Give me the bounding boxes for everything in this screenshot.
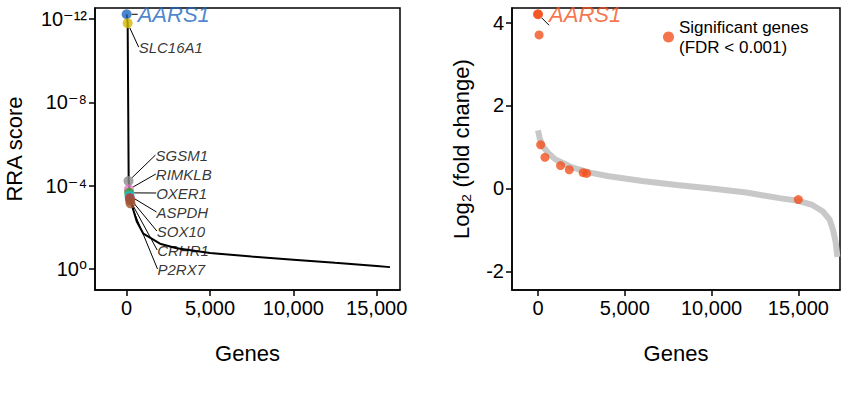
svg-text:OXER1: OXER1 <box>156 185 207 202</box>
svg-text:RRA score: RRA score <box>2 96 27 201</box>
svg-text:Genes: Genes <box>644 341 709 366</box>
svg-text:AARS1: AARS1 <box>136 2 210 27</box>
svg-text:10,000: 10,000 <box>263 297 324 319</box>
svg-text:CRHR1: CRHR1 <box>157 242 209 259</box>
svg-text:P2RX7: P2RX7 <box>158 261 206 278</box>
svg-text:15,000: 15,000 <box>346 297 407 319</box>
svg-text:Genes: Genes <box>215 341 280 366</box>
svg-text:Significant genes: Significant genes <box>679 18 813 37</box>
svg-text:5,000: 5,000 <box>600 297 650 319</box>
svg-text:AARS1: AARS1 <box>547 2 621 27</box>
svg-text:SLC16A1: SLC16A1 <box>139 39 203 56</box>
svg-text:SGSM1: SGSM1 <box>156 147 209 164</box>
svg-text:Log₂ (fold change): Log₂ (fold change) <box>449 59 474 239</box>
svg-text:0: 0 <box>493 177 504 199</box>
svg-text:ASPDH: ASPDH <box>156 204 209 221</box>
svg-text:10⁻⁸: 10⁻⁸ <box>46 91 87 113</box>
svg-text:15,000: 15,000 <box>768 297 829 319</box>
svg-text:5,000: 5,000 <box>185 297 235 319</box>
svg-text:RIMKLB: RIMKLB <box>156 166 212 183</box>
svg-text:0: 0 <box>532 297 543 319</box>
svg-text:(FDR < 0.001): (FDR < 0.001) <box>679 38 787 57</box>
svg-text:2: 2 <box>493 94 504 116</box>
svg-text:10⁻¹²: 10⁻¹² <box>41 8 87 30</box>
svg-text:10⁻⁴: 10⁻⁴ <box>46 175 87 197</box>
svg-text:SOX10: SOX10 <box>157 223 206 240</box>
svg-text:10,000: 10,000 <box>681 297 742 319</box>
svg-text:0: 0 <box>121 297 132 319</box>
svg-text:10⁰: 10⁰ <box>57 258 87 280</box>
svg-text:-2: -2 <box>486 260 504 282</box>
svg-text:4: 4 <box>493 12 504 34</box>
